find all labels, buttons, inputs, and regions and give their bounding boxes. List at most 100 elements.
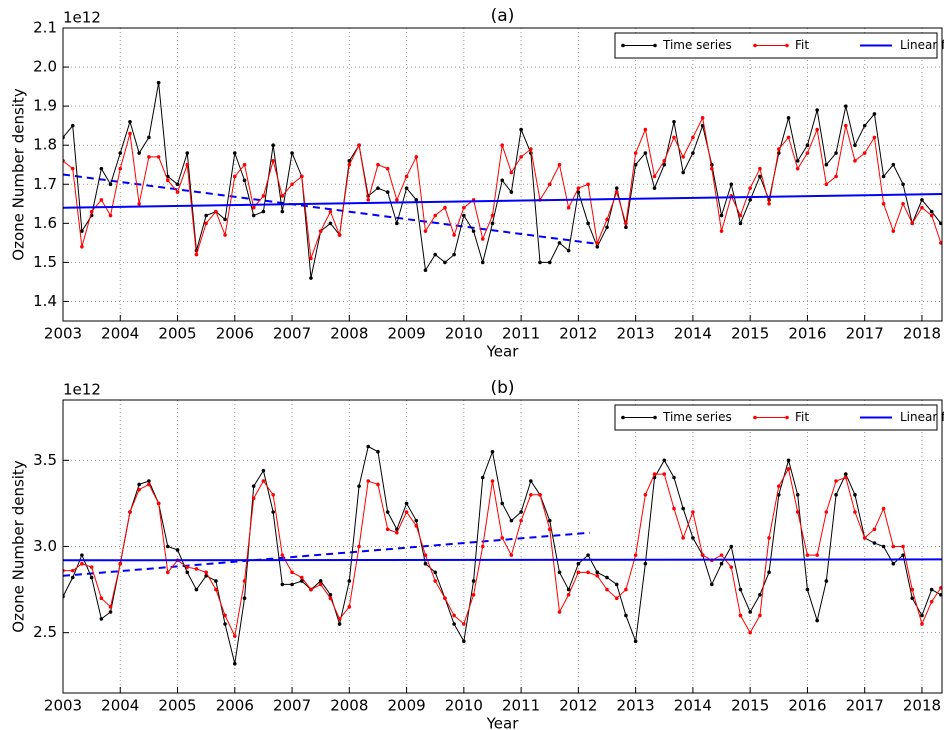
x-tick-label: 2010 bbox=[445, 697, 483, 715]
data-point bbox=[443, 596, 447, 601]
data-point bbox=[462, 639, 466, 644]
data-point bbox=[557, 610, 562, 614]
y-axis-label: Ozone Number density bbox=[10, 88, 28, 261]
data-point bbox=[509, 170, 514, 175]
data-point bbox=[480, 544, 485, 549]
data-point bbox=[80, 229, 84, 233]
data-point bbox=[290, 151, 294, 155]
legend-marker bbox=[653, 43, 657, 48]
x-tick-label: 2004 bbox=[101, 697, 139, 715]
data-point bbox=[357, 484, 361, 488]
data-point bbox=[786, 135, 791, 140]
y-axis-label: Ozone Number density bbox=[10, 460, 28, 633]
data-point bbox=[433, 213, 438, 218]
data-point bbox=[70, 568, 75, 573]
data-point bbox=[385, 166, 390, 171]
y-tick-label: 1.6 bbox=[33, 214, 57, 232]
legend-marker bbox=[621, 415, 625, 420]
data-point bbox=[681, 170, 685, 175]
data-point bbox=[652, 174, 657, 179]
data-point bbox=[538, 260, 542, 265]
data-point bbox=[99, 198, 104, 202]
data-point bbox=[232, 151, 237, 155]
data-point bbox=[299, 579, 304, 583]
data-point bbox=[824, 510, 829, 514]
data-point bbox=[185, 151, 190, 155]
data-point bbox=[519, 155, 523, 159]
data-point bbox=[89, 565, 94, 569]
data-point bbox=[70, 166, 75, 171]
data-point bbox=[776, 484, 781, 488]
data-point bbox=[280, 582, 285, 587]
data-point bbox=[347, 159, 352, 163]
data-point bbox=[261, 194, 266, 198]
data-point bbox=[80, 561, 84, 566]
data-point bbox=[605, 587, 609, 592]
data-point bbox=[910, 221, 915, 226]
x-tick-label: 2010 bbox=[445, 325, 483, 343]
data-point bbox=[480, 260, 485, 265]
data-point bbox=[929, 599, 934, 604]
data-point bbox=[99, 166, 104, 171]
data-point bbox=[776, 492, 781, 497]
data-point bbox=[500, 143, 505, 147]
legend-marker bbox=[753, 415, 757, 420]
data-point bbox=[251, 205, 256, 210]
data-point bbox=[576, 186, 581, 190]
data-point bbox=[872, 527, 877, 532]
data-point bbox=[939, 221, 942, 226]
data-point bbox=[738, 221, 743, 226]
data-point bbox=[872, 135, 877, 140]
x-tick-label: 2012 bbox=[559, 697, 597, 715]
legend-label: Linear fit bbox=[900, 410, 944, 424]
data-point bbox=[586, 221, 590, 226]
data-point bbox=[881, 506, 886, 511]
data-point bbox=[433, 570, 438, 575]
data-point bbox=[223, 622, 227, 626]
data-point bbox=[729, 565, 734, 569]
data-point bbox=[700, 116, 705, 120]
data-point bbox=[758, 166, 762, 171]
data-point bbox=[480, 475, 485, 480]
data-point bbox=[414, 524, 419, 528]
legend-marker bbox=[785, 415, 789, 420]
data-point bbox=[795, 510, 800, 514]
x-tick-label: 2007 bbox=[273, 697, 311, 715]
data-point bbox=[376, 186, 380, 190]
data-point bbox=[614, 582, 619, 587]
data-point bbox=[834, 479, 838, 483]
legend-marker bbox=[753, 43, 757, 48]
x-tick-label: 2006 bbox=[216, 325, 254, 343]
x-tick-label: 2011 bbox=[502, 697, 540, 715]
data-point bbox=[395, 530, 399, 535]
data-point bbox=[204, 570, 208, 575]
data-point bbox=[547, 260, 552, 265]
data-point bbox=[891, 544, 896, 549]
data-point bbox=[519, 510, 523, 514]
data-point bbox=[939, 586, 942, 590]
data-point bbox=[80, 244, 84, 249]
data-point bbox=[815, 618, 819, 623]
data-point bbox=[214, 579, 218, 583]
panel: 2.5 3.0 3.5 2003 2004 2005 2006 2007 2008 2009 201… bbox=[10, 378, 944, 730]
data-point bbox=[643, 127, 648, 132]
y-tick-label: 1.8 bbox=[33, 136, 57, 154]
data-point bbox=[357, 544, 361, 549]
data-point bbox=[719, 229, 724, 233]
x-tick-label: 2006 bbox=[216, 697, 254, 715]
data-point bbox=[395, 221, 399, 226]
data-point bbox=[404, 510, 409, 514]
data-point bbox=[586, 570, 590, 575]
data-point bbox=[366, 479, 371, 483]
data-point bbox=[881, 544, 886, 549]
data-point bbox=[910, 596, 915, 601]
x-tick-label: 2007 bbox=[273, 325, 311, 343]
data-point bbox=[786, 458, 791, 463]
data-point bbox=[738, 587, 743, 592]
data-point bbox=[834, 151, 838, 155]
data-point bbox=[261, 468, 266, 473]
data-point bbox=[452, 622, 456, 626]
data-point bbox=[490, 449, 495, 454]
data-point bbox=[490, 479, 495, 483]
data-point bbox=[500, 536, 505, 540]
